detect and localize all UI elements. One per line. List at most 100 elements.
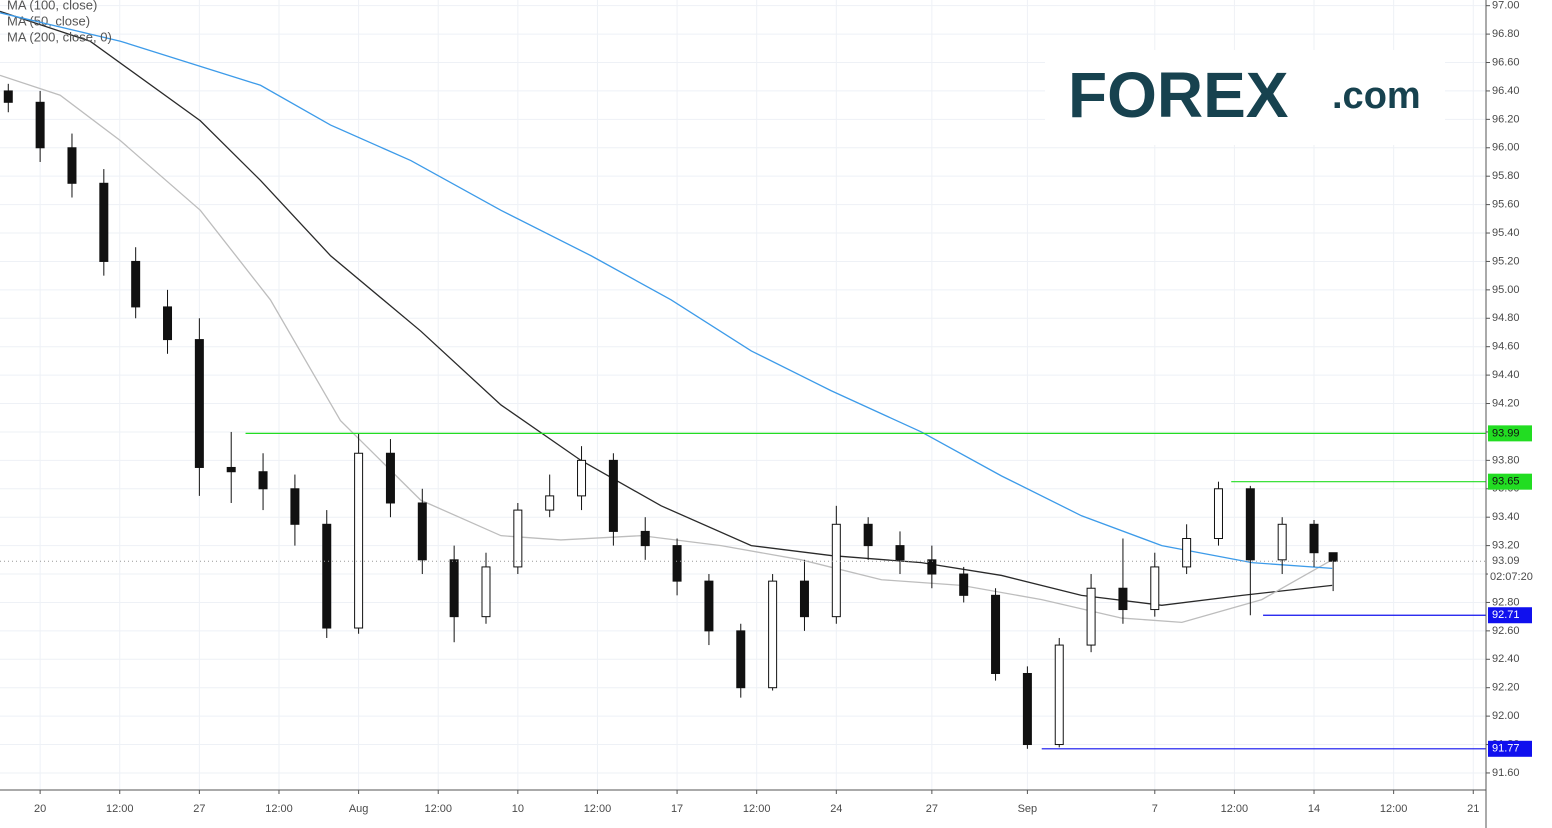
y-tick-label: 96.20 [1492, 113, 1520, 125]
y-tick-label: 95.20 [1492, 255, 1520, 267]
y-tick-label: 92.40 [1492, 653, 1520, 665]
candle-body [163, 306, 173, 341]
candle-body [863, 523, 873, 547]
logo-box [1045, 50, 1445, 145]
candle-body [3, 90, 13, 103]
y-tick-label: 93.20 [1492, 540, 1520, 552]
candle-body [226, 466, 236, 473]
candle-body [417, 502, 427, 561]
candle-body [799, 580, 809, 618]
candle-body [704, 580, 714, 632]
x-tick-label: 12:00 [1221, 803, 1249, 815]
candle-body [768, 580, 778, 689]
ma-line [0, 12, 1333, 569]
x-tick-label: 12:00 [1380, 803, 1408, 815]
candle-body [1118, 587, 1128, 611]
y-tick-label: 95.80 [1492, 170, 1520, 182]
candle-body [1022, 672, 1032, 746]
x-tick-label: 14 [1308, 803, 1320, 815]
logo-brand: FOREX [1068, 59, 1289, 131]
x-tick-label: 12:00 [424, 803, 452, 815]
candle-body [1086, 587, 1096, 646]
x-tick-label: 12:00 [106, 803, 134, 815]
legend-entry: MA (200, close, 0) [7, 29, 112, 44]
candle-body [1328, 552, 1338, 562]
candle-body [1277, 523, 1287, 561]
level-label: 93.99 [1492, 427, 1520, 439]
y-tick-label: 95.00 [1492, 284, 1520, 296]
candle-body [895, 545, 905, 561]
x-tick-label: Aug [349, 803, 369, 815]
candle-body [927, 559, 937, 575]
level-label: 92.71 [1492, 609, 1520, 621]
x-tick-label: 7 [1152, 803, 1158, 815]
candle-body [672, 545, 682, 582]
candle-body [545, 495, 555, 511]
level-label-box [1488, 607, 1532, 624]
candle-body [67, 147, 77, 184]
y-tick-label: 93.40 [1492, 511, 1520, 523]
candle-body [385, 452, 395, 504]
candle-body [1054, 644, 1064, 746]
y-tick-label: 94.80 [1492, 312, 1520, 324]
x-tick-label: 20 [34, 803, 46, 815]
x-tick-label: 27 [193, 803, 205, 815]
y-tick-label: 95.60 [1492, 199, 1520, 211]
candle-body [322, 523, 332, 629]
y-tick-label: 92.80 [1492, 596, 1520, 608]
candle-body [290, 488, 300, 525]
candle-body [1150, 566, 1160, 611]
y-tick-label: 94.40 [1492, 369, 1520, 381]
ma-line [0, 10, 1333, 606]
candle-body [1182, 538, 1192, 568]
y-tick-label: 92.00 [1492, 710, 1520, 722]
level-label-box [1488, 425, 1532, 442]
axes: 91.6091.8092.0092.2092.4092.6092.8093.00… [34, 0, 1548, 815]
y-tick-label: 96.40 [1492, 85, 1520, 97]
y-tick-label: 96.80 [1492, 28, 1520, 40]
y-tick-label: 95.40 [1492, 227, 1520, 239]
candle-body [1309, 523, 1319, 554]
y-tick-label: 92.60 [1492, 625, 1520, 637]
candle-body [1213, 488, 1223, 540]
candle-body [608, 459, 618, 532]
level-label: 91.77 [1492, 743, 1520, 755]
x-tick-label: 12:00 [584, 803, 612, 815]
y-tick-label: 94.20 [1492, 397, 1520, 409]
x-tick-label: 27 [926, 803, 938, 815]
candle-body [354, 452, 364, 629]
candle-body [959, 573, 969, 596]
last-price-label: 93.09 [1492, 555, 1520, 567]
y-tick-label: 92.20 [1492, 682, 1520, 694]
last-price-box [1488, 553, 1548, 586]
candle-body [991, 594, 1001, 674]
candle-body [35, 101, 45, 149]
candle-body [449, 559, 459, 618]
level-label: 93.65 [1492, 476, 1520, 488]
x-tick-label: 17 [671, 803, 683, 815]
y-tick-label: 96.60 [1492, 56, 1520, 68]
x-tick-label: 24 [830, 803, 842, 815]
candle-body [99, 182, 109, 262]
candle-body [481, 566, 491, 618]
x-tick-label: 12:00 [265, 803, 293, 815]
logo-suffix: .com [1332, 75, 1421, 117]
x-tick-label: 21 [1467, 803, 1479, 815]
candle-body [577, 459, 587, 497]
legend-entry: MA (50, close) [7, 13, 90, 28]
grid [0, 0, 1486, 790]
plot-area: MA (100, close)MA (50, close)MA (200, cl… [0, 0, 1486, 750]
candle-body [831, 523, 841, 618]
level-label-box [1488, 740, 1532, 757]
legend-entry: MA (100, close) [7, 0, 97, 12]
x-tick-label: Sep [1018, 803, 1038, 815]
x-tick-label: 10 [512, 803, 524, 815]
candle-body [1245, 488, 1255, 561]
y-tick-label: 94.60 [1492, 341, 1520, 353]
y-tick-label: 91.60 [1492, 767, 1520, 779]
x-tick-label: 12:00 [743, 803, 771, 815]
candle-body [258, 471, 268, 490]
candle-body [194, 339, 204, 468]
y-tick-label: 96.00 [1492, 142, 1520, 154]
